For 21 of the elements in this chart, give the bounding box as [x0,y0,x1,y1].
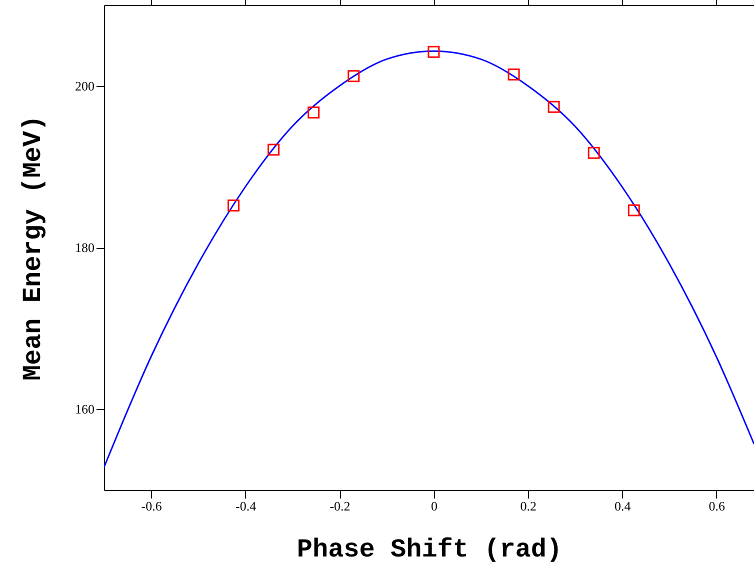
point [228,199,240,212]
x-tick-label: 0.4 [614,498,632,514]
x-tick-label: -0.4 [236,498,257,514]
point [348,70,360,82]
x-tick-label: 0.2 [520,498,537,514]
point [268,144,280,156]
point [308,106,320,118]
y-tick-label: 180 [75,240,94,255]
y-tick-label: 160 [75,402,94,417]
y-axis-title: Mean Energy (MeV) [18,115,48,381]
point [548,100,560,113]
point [628,204,640,216]
x-tick-label: -0.2 [330,498,350,514]
x-axis-title: Phase Shift (rad) [296,534,562,564]
y-tick-label: 200 [75,78,94,94]
point [588,146,600,159]
point [428,46,440,58]
point [508,68,520,81]
x-tick-label: 0.6 [708,498,726,514]
x-tick-label: -0.6 [141,498,162,514]
x-tick-label: 0 [430,498,438,514]
